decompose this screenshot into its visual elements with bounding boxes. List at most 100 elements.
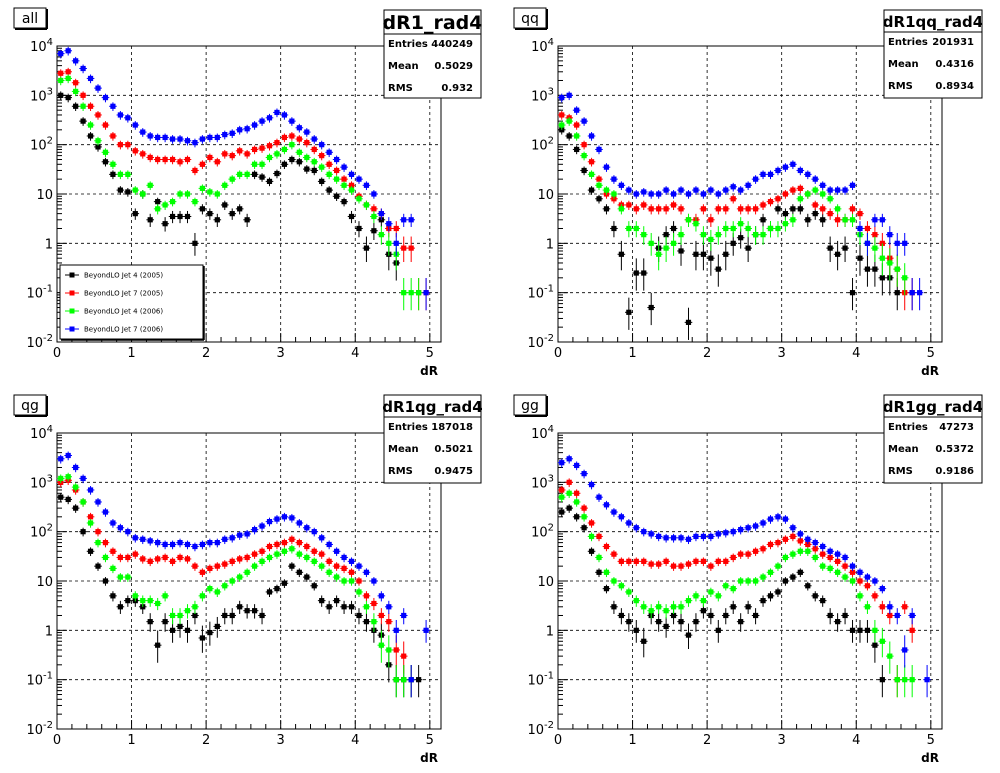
data-point [603,187,610,193]
data-point [603,206,610,212]
data-point [566,456,572,462]
data-point [73,505,79,511]
data-point [842,217,848,223]
data-point [879,217,885,223]
data-point [842,612,848,619]
data-point [566,505,572,511]
data-point [274,551,280,557]
data-point [574,514,580,520]
data-point [125,115,131,121]
data-point [266,154,273,161]
data-point [611,551,617,557]
data-point [738,551,744,557]
data-point [65,452,71,459]
data-point [700,598,706,604]
data-point [879,586,885,592]
data-point [147,133,153,139]
data-point [797,196,803,202]
data-point [199,593,205,599]
data-point [229,176,235,182]
y-tick-label: 10 [537,575,554,590]
data-point [274,516,280,522]
data-point [147,558,153,564]
y-tick-label: 104 [531,37,554,55]
data-point [820,182,826,188]
data-point [341,604,347,610]
data-point [603,164,610,170]
data-point [214,134,220,141]
data-point [887,604,893,610]
data-point [87,122,94,128]
x-tick-label: 5 [927,733,935,748]
data-point [849,290,856,296]
data-point [693,187,699,193]
data-point [296,520,302,526]
data-point [102,578,109,584]
data-point [274,140,280,146]
x-tick-label: 5 [927,346,935,361]
data-point [894,290,900,296]
x-axis-label: dR [420,364,438,378]
data-point [574,122,580,128]
data-point [371,619,377,625]
data-point [393,677,399,683]
data-point [745,525,751,531]
data-point [752,523,759,529]
data-point [827,187,833,193]
data-point [214,623,220,630]
y-axis: 10-2 10-1 1 10 102 103 104 [26,424,67,738]
data-point [745,604,751,610]
data-point [656,619,662,625]
data-point [827,565,833,572]
data-point [678,187,684,193]
data-point [87,133,94,139]
data-point [678,604,684,610]
data-point [715,206,721,212]
data-point [626,619,632,625]
data-point [775,540,781,546]
legend-box [59,264,204,340]
data-point [401,217,407,223]
data-point [87,520,94,526]
data-point [626,520,632,526]
data-point [700,191,706,197]
data-point [633,525,639,531]
data-point [581,167,587,174]
stats-rms-value: 0.932 [441,83,473,94]
data-point [408,217,414,223]
data-point [214,159,220,165]
data-point [574,490,580,496]
data-point [296,149,302,155]
data-point [117,574,123,580]
data-point [110,565,116,572]
data-point [864,583,871,589]
data-point [401,245,407,251]
data-point [371,206,377,212]
data-point [296,125,302,131]
data-point [797,538,803,544]
data-point [648,240,654,246]
legend-marker [69,272,75,278]
data-point [289,118,295,124]
data-point [326,149,332,155]
data-point [730,529,736,535]
data-point [879,677,885,683]
data-point [633,558,639,564]
data-point [334,156,340,163]
data-point [386,619,392,625]
data-point [626,225,632,232]
y-tick-label: 10-1 [527,284,554,302]
data-point [222,612,228,619]
data-point [827,211,833,217]
data-point [849,578,856,584]
data-point [125,529,131,535]
data-point [566,92,572,98]
y-tick-label: 104 [531,424,554,442]
y-tick-label: 10 [36,575,53,590]
data-point [363,604,370,610]
data-point [386,647,392,653]
y-tick-label: 102 [30,136,53,154]
data-point [767,225,774,232]
data-point [656,604,662,610]
data-point [386,604,392,610]
